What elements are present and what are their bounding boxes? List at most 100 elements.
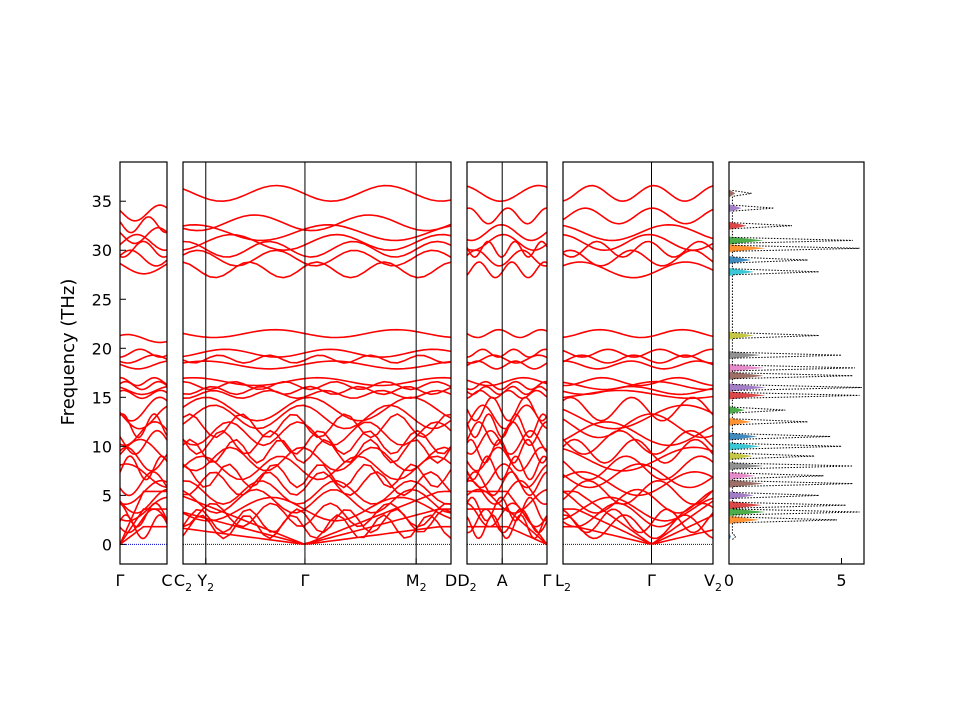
band-branch <box>562 249 714 267</box>
band-branch <box>562 413 714 439</box>
band-branch <box>182 471 452 497</box>
x-tick-label: Γ <box>116 571 125 590</box>
band-branch <box>563 525 714 545</box>
band-branch <box>182 214 452 232</box>
x-tick-label: V2 <box>704 571 722 594</box>
panel-frame <box>562 161 714 565</box>
y-tick-label: 30 <box>92 241 112 260</box>
x-tick-label: Γ <box>543 571 552 590</box>
band-branch <box>120 376 168 387</box>
band-branch <box>119 470 168 497</box>
band-branch <box>562 261 714 279</box>
band-branch <box>562 479 714 506</box>
band-branch <box>466 376 548 387</box>
band-panel-2: C2 Y2 Γ M2 D <box>174 161 457 594</box>
panel-frame <box>466 161 548 565</box>
band-branch <box>562 455 714 481</box>
partial-dos <box>729 417 752 426</box>
band-branch <box>466 514 548 540</box>
band-branch <box>466 233 548 252</box>
band-branch <box>119 396 168 422</box>
band-branch <box>182 463 452 489</box>
band-branch <box>119 262 168 275</box>
band-branch <box>466 496 548 522</box>
x-tick-label: Γ <box>647 571 656 590</box>
band-panel-4: L2 Γ V2 <box>555 161 722 594</box>
band-branch <box>562 207 714 225</box>
band-branch <box>119 380 168 391</box>
band-branch <box>182 413 452 439</box>
partial-dos <box>729 452 753 461</box>
partial-dos <box>729 461 764 470</box>
x-tick-label: 5 <box>836 571 846 590</box>
band-branch <box>182 240 452 258</box>
x-tick-label: D2 <box>457 571 476 594</box>
band-branch <box>182 446 452 472</box>
x-tick-label: Γ <box>300 571 309 590</box>
band-branch <box>182 249 452 267</box>
band-branch <box>563 360 714 370</box>
y-tick-label: 5 <box>102 486 112 505</box>
band-branch <box>182 421 452 447</box>
band-branch <box>182 514 452 540</box>
band-branch <box>466 455 548 481</box>
band-branch <box>119 216 168 234</box>
band-branch <box>119 429 168 456</box>
band-branch <box>562 463 714 489</box>
band-branch <box>119 240 168 258</box>
partial-dos <box>729 501 762 510</box>
band-branch <box>467 508 548 545</box>
band-branch <box>182 360 452 370</box>
band-branch <box>466 380 548 391</box>
band-branch <box>466 223 548 242</box>
band-branch <box>182 223 452 242</box>
partial-dos <box>729 267 755 276</box>
band-branch <box>119 354 168 364</box>
band-branch <box>119 413 168 439</box>
band-branch <box>182 525 451 546</box>
partial-dos <box>729 479 764 488</box>
band-branch <box>182 490 451 545</box>
partial-dos <box>729 204 742 213</box>
band-branch <box>562 502 714 528</box>
band-branch <box>119 233 168 251</box>
partial-dos <box>729 406 745 415</box>
y-tick-label: 20 <box>92 339 112 358</box>
band-branch <box>562 470 714 497</box>
band-branch <box>466 508 548 534</box>
band-branch <box>466 328 548 339</box>
band-branch <box>182 389 452 400</box>
x-tick-label: L2 <box>555 571 571 594</box>
band-branch <box>182 328 452 339</box>
band-branch <box>182 233 452 252</box>
panel-frame <box>182 161 452 565</box>
band-branch <box>466 348 548 358</box>
x-tick-label: 0 <box>724 571 734 590</box>
y-axis-label: Frequency (THz) <box>58 279 79 426</box>
band-branch <box>562 385 714 396</box>
x-tick-label: A <box>497 571 508 590</box>
band-branch <box>562 223 714 242</box>
band-branch <box>119 502 168 528</box>
band-branch <box>119 479 168 505</box>
band-branch <box>182 376 452 387</box>
band-branch <box>466 413 548 439</box>
band-branch <box>562 380 714 391</box>
band-branch <box>119 446 168 472</box>
partial-dos <box>729 432 758 441</box>
band-branch <box>562 404 714 430</box>
band-branch <box>119 405 168 430</box>
x-tick-label: M2 <box>406 571 427 594</box>
band-branch <box>562 421 714 447</box>
y-tick-label: 15 <box>92 388 112 407</box>
band-branch <box>562 233 714 252</box>
band-branch <box>119 438 168 462</box>
band-branch <box>466 396 548 422</box>
partial-dos <box>729 221 747 230</box>
band-branch <box>466 354 548 364</box>
partial-dos <box>729 371 764 380</box>
partial-dos <box>729 351 761 360</box>
band-branch <box>562 348 714 358</box>
